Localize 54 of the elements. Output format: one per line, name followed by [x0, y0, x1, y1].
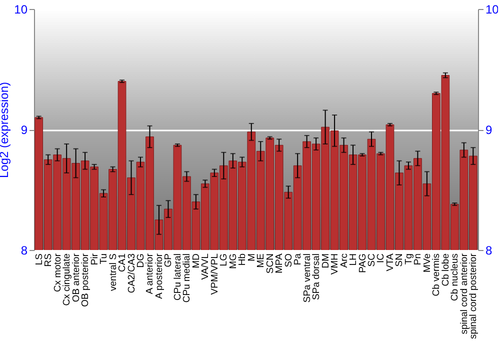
x-tick-label: CPu lateral [172, 254, 184, 300]
x-tick-label: Cx motor [52, 254, 64, 292]
y-tick-label: 9 [20, 123, 28, 137]
x-tick-label: SPa dorsal [311, 254, 322, 300]
x-tick-label: SC [366, 253, 378, 267]
x-tick-label: GP [163, 254, 174, 268]
x-tick-label: Tu [98, 254, 110, 264]
x-tick-label: LH [348, 253, 360, 266]
x-tick-label: LG [218, 254, 230, 266]
x-tick-label: MG [228, 254, 239, 269]
x-tick-label: A posterior [154, 254, 165, 299]
x-tick-label: OB anterior [70, 254, 82, 302]
x-tick-label: Cx cingulate [62, 254, 73, 306]
x-tick-label: DM [320, 253, 332, 268]
x-tick-label: OB posterior [80, 254, 92, 307]
x-tick-label: spinal cord anterior [458, 254, 470, 334]
x-tick-label: PAG [357, 254, 368, 273]
x-tick-label: Tg [403, 254, 414, 265]
x-tick-label: Cb nucleus [450, 253, 461, 302]
x-tick-label: MPA [274, 252, 286, 274]
x-tick-label: VTA [384, 252, 396, 272]
x-tick-label: DG [135, 254, 146, 268]
x-tick-label: Cb lobe [440, 254, 452, 286]
x-tick-label: VA/VL [200, 254, 212, 280]
y-tick-label: 8 [20, 244, 28, 258]
x-tick-label: SCN [264, 253, 276, 274]
x-tick-label: SPa ventral [302, 254, 313, 303]
x-tick-label: SO [283, 254, 294, 268]
x-tick-label: Cb vermis [431, 253, 442, 296]
x-tick-label: MVe [422, 254, 433, 273]
x-tick-label: Pa [292, 252, 304, 266]
x-tick-label: CA1 [117, 254, 128, 272]
x-tick-label: CA2/CA3 [126, 254, 138, 294]
x-tick-label: Pn [412, 254, 424, 266]
x-tick-label: VMH [330, 253, 341, 275]
y2-tick-label: 8 [486, 244, 492, 258]
x-tick-label: ME [256, 254, 267, 268]
x-tick-label: Hb [237, 254, 248, 266]
x-tick-label: SN [394, 253, 406, 267]
x-tick-label: MD [190, 253, 202, 268]
y2-tick-label: 10 [486, 2, 500, 16]
x-tick-label: VPM/VPL [209, 254, 220, 295]
x-tick-label: Arc [338, 253, 350, 268]
x-tick-label: LS [34, 254, 45, 266]
x-tick-label: ventral S [108, 254, 119, 291]
x-tick-label: M [246, 253, 258, 262]
x-tick-label: spinal cord posterior [468, 254, 480, 340]
x-tick-label: A anterior [144, 254, 156, 294]
y-tick-label: 10 [14, 2, 28, 16]
x-tick-label: Pir [89, 254, 100, 266]
x-tick-label: IC [376, 253, 387, 263]
x-tick-label: CPu medial [182, 254, 193, 303]
y2-tick-label: 9 [486, 123, 492, 137]
x-tick-label: RS [43, 254, 54, 267]
